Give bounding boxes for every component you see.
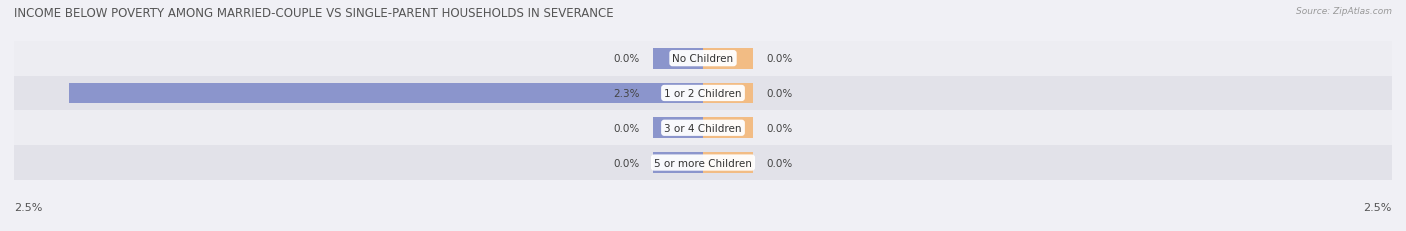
Text: 0.0%: 0.0% [766, 54, 793, 64]
Text: 0.0%: 0.0% [613, 54, 640, 64]
Bar [703, 83, 752, 104]
Text: No Children: No Children [672, 54, 734, 64]
Text: 0.0%: 0.0% [766, 158, 793, 168]
Bar [14, 146, 1392, 180]
Text: 2.3%: 2.3% [613, 88, 640, 99]
Text: 0.0%: 0.0% [766, 88, 793, 99]
Text: 0.0%: 0.0% [613, 123, 640, 133]
Bar [703, 118, 752, 139]
Text: 2.5%: 2.5% [1364, 203, 1392, 213]
Bar [14, 42, 1392, 76]
Bar [69, 83, 703, 104]
Bar [654, 152, 703, 173]
Bar [703, 49, 752, 69]
Text: 2.5%: 2.5% [14, 203, 42, 213]
Text: 0.0%: 0.0% [613, 158, 640, 168]
Text: 3 or 4 Children: 3 or 4 Children [664, 123, 742, 133]
Text: 5 or more Children: 5 or more Children [654, 158, 752, 168]
Bar [654, 118, 703, 139]
Bar [14, 76, 1392, 111]
Bar [703, 152, 752, 173]
Text: 1 or 2 Children: 1 or 2 Children [664, 88, 742, 99]
Text: Source: ZipAtlas.com: Source: ZipAtlas.com [1296, 7, 1392, 16]
Text: 0.0%: 0.0% [766, 123, 793, 133]
Bar [654, 49, 703, 69]
Bar [14, 111, 1392, 146]
Text: INCOME BELOW POVERTY AMONG MARRIED-COUPLE VS SINGLE-PARENT HOUSEHOLDS IN SEVERAN: INCOME BELOW POVERTY AMONG MARRIED-COUPL… [14, 7, 613, 20]
